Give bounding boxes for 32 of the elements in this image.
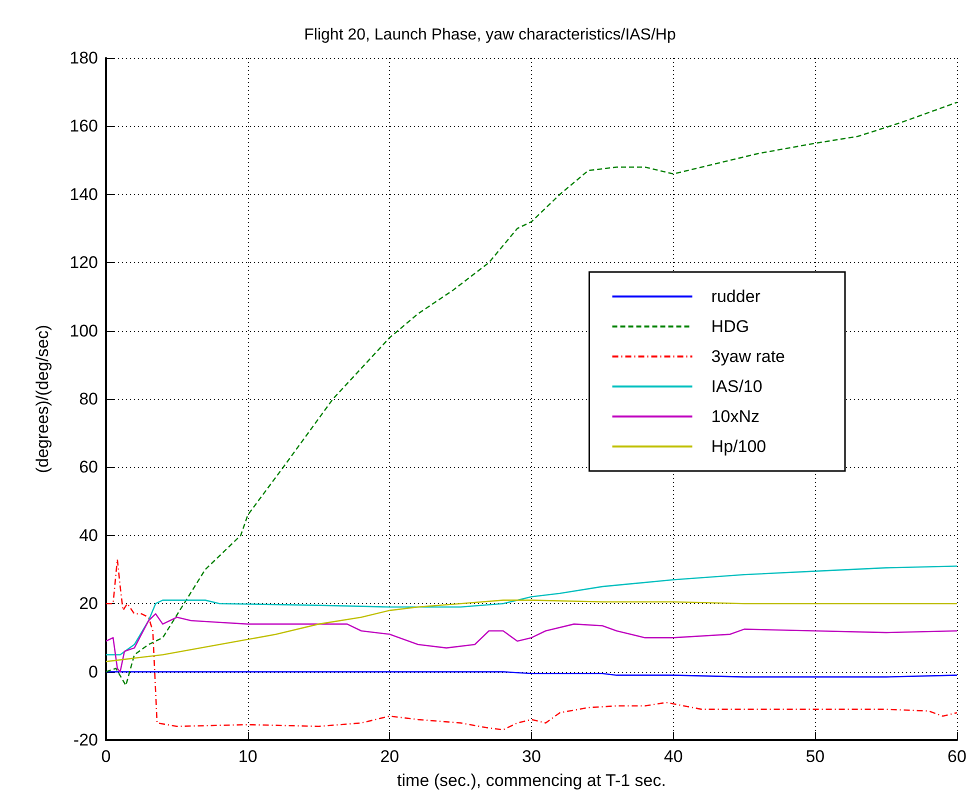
y-axis-title: (degrees)/(deg/sec) bbox=[33, 324, 52, 474]
line-series bbox=[105, 565, 958, 656]
y-tick-label: 160 bbox=[70, 116, 98, 136]
y-tick-label: 120 bbox=[70, 253, 98, 272]
y-tick-label: 0 bbox=[88, 662, 98, 682]
legend-label: 3yaw rate bbox=[711, 347, 785, 366]
x-tick-label: 10 bbox=[238, 747, 258, 766]
y-tick-label: 140 bbox=[70, 184, 98, 204]
x-tick-label: 50 bbox=[806, 747, 825, 766]
line-series bbox=[105, 613, 958, 672]
y-tick-label: 180 bbox=[70, 48, 98, 68]
x-tick-label: 30 bbox=[522, 747, 541, 766]
y-tick-label: 60 bbox=[79, 458, 98, 477]
y-tick-label: 80 bbox=[79, 390, 98, 408]
legend-label: 10xNz bbox=[711, 407, 760, 426]
x-axis-title: time (sec.), commencing at T-1 sec. bbox=[397, 771, 666, 790]
x-tick-label: 60 bbox=[948, 747, 966, 766]
legend-label: Hp/100 bbox=[711, 437, 766, 456]
legend-label: IAS/10 bbox=[711, 377, 762, 396]
legend-label: rudder bbox=[711, 287, 761, 306]
y-tick-label: 40 bbox=[79, 526, 98, 545]
legend-label: HDG bbox=[711, 317, 750, 336]
x-tick-label: 0 bbox=[101, 747, 111, 766]
x-tick-label: 20 bbox=[380, 747, 400, 766]
line-series bbox=[105, 102, 958, 686]
y-tick-label: 20 bbox=[79, 594, 98, 614]
line-series bbox=[105, 558, 958, 730]
y-tick-label: -20 bbox=[73, 730, 98, 750]
chart-title: Flight 20, Launch Phase, yaw characteristics/IAS/Hp bbox=[304, 26, 676, 44]
y-tick-label: 100 bbox=[70, 321, 98, 340]
x-tick-label: 40 bbox=[664, 747, 683, 766]
line-series bbox=[105, 600, 958, 662]
